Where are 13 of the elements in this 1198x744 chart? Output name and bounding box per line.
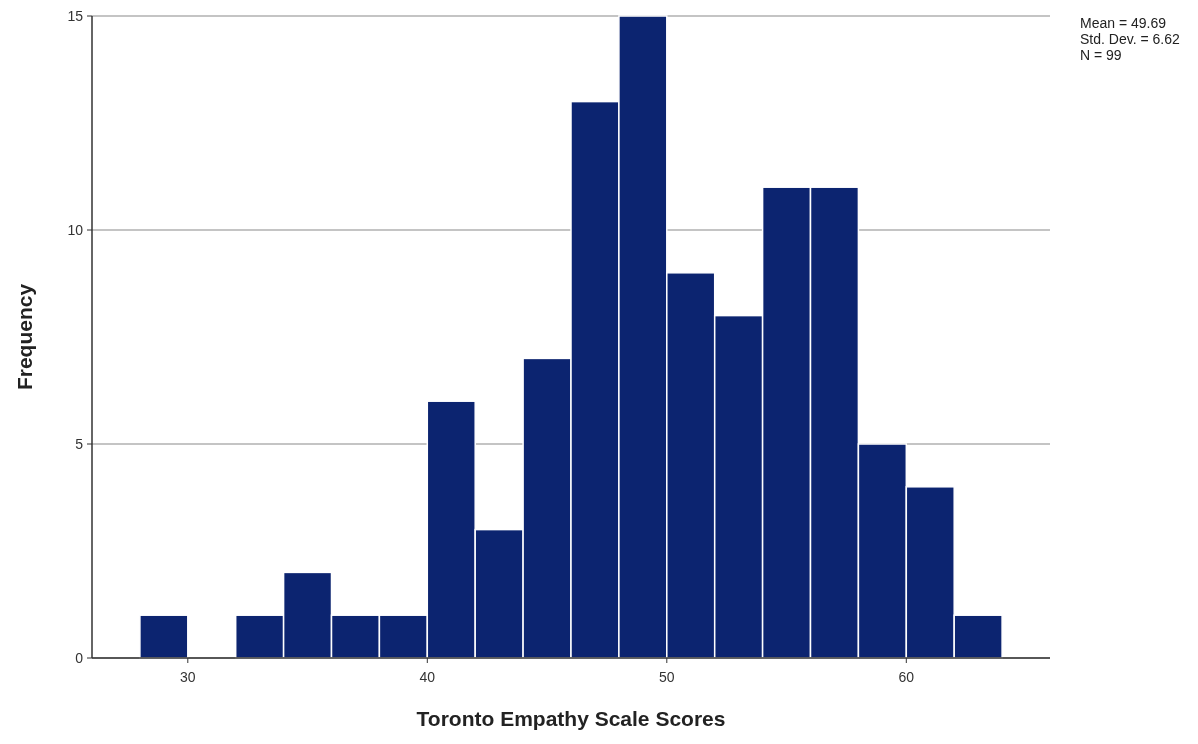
x-tick-label: 40 [419, 669, 436, 685]
x-tick-label: 30 [180, 669, 196, 685]
text: Mean = 49.69 [1080, 15, 1167, 31]
x-axis-title: Toronto Empathy Scale Scores [416, 707, 726, 730]
y-tick-label: 10 [67, 221, 84, 238]
y-tick-label: 15 [67, 7, 84, 24]
y-axis-title: Frequency [13, 283, 36, 391]
x-tick-label: 50 [659, 669, 675, 685]
text: Std. Dev. = 6.62 [1080, 31, 1180, 47]
y-tick-label: 0 [75, 649, 84, 666]
text: N = 99 [1080, 47, 1122, 63]
x-tick-label: 60 [898, 669, 915, 685]
y-tick-label: 5 [75, 435, 84, 452]
